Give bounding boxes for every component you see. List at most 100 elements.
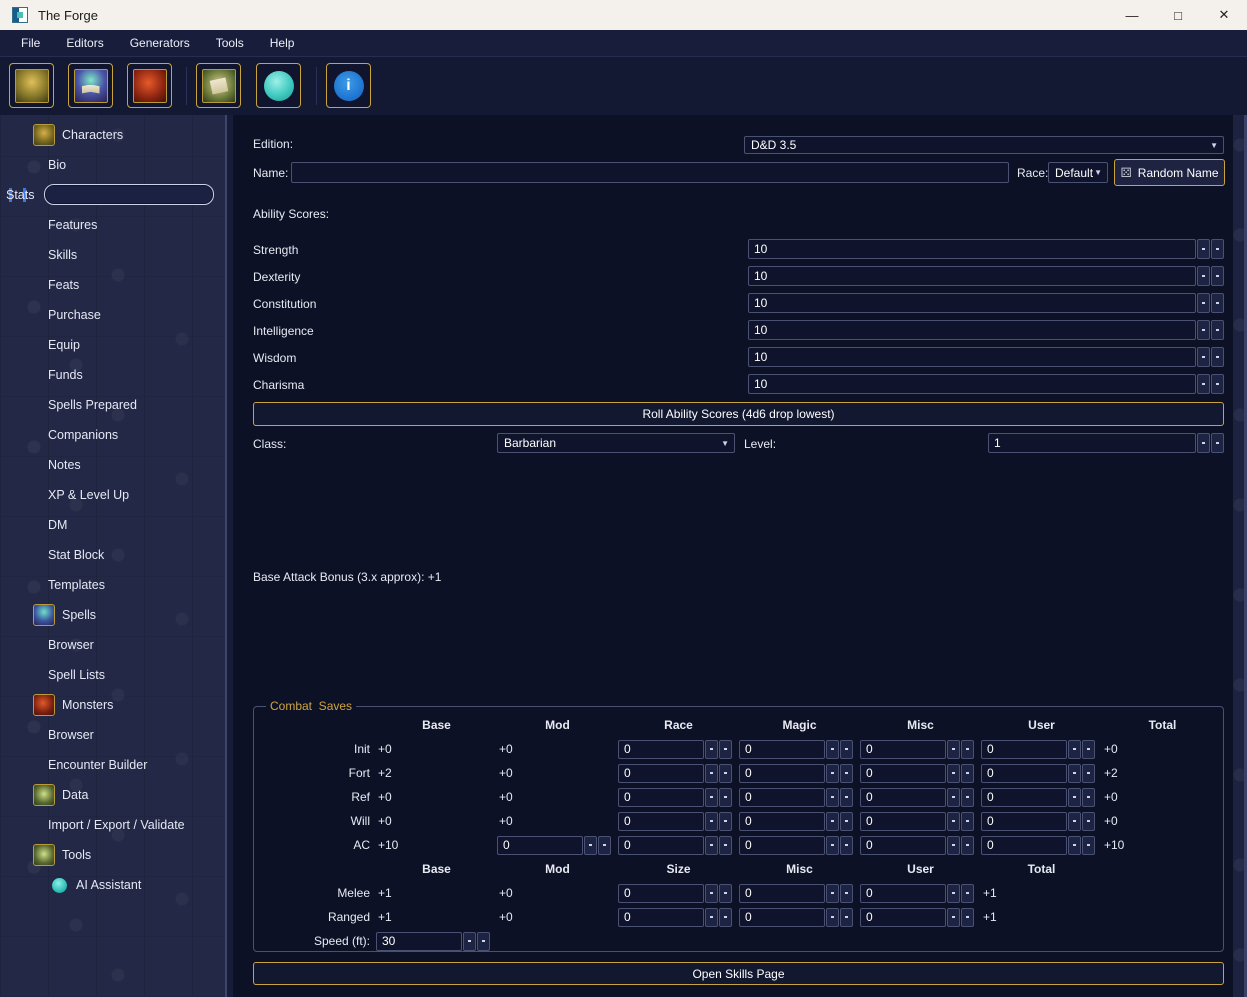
will-misc-spinbox[interactable]: 0 (860, 811, 974, 831)
fort-user-spinbox[interactable]: 0 (981, 763, 1095, 783)
will-race-spinbox[interactable]: 0 (618, 811, 732, 831)
will-race-spinbox-down-button[interactable] (719, 811, 732, 831)
ref-magic-spinbox-down-button[interactable] (840, 787, 853, 807)
sidebar-item-spell-lists[interactable]: Spell Lists (0, 660, 225, 690)
sidebar-item-stat-block[interactable]: Stat Block (0, 540, 225, 570)
dexterity-spinbox-down-button[interactable] (1211, 266, 1224, 286)
sidebar-item-browser[interactable]: Browser (0, 630, 225, 660)
random-name-button[interactable]: ⚄ Random Name (1114, 159, 1225, 186)
charisma-spinbox-down-button[interactable] (1211, 374, 1224, 394)
melee-size-spinbox-down-button[interactable] (719, 883, 732, 903)
will-magic-spinbox-down-button[interactable] (840, 811, 853, 831)
ranged-misc-spinbox-up-button[interactable] (826, 907, 839, 927)
monster-editor-button[interactable] (127, 63, 172, 108)
ref-user-spinbox-value[interactable]: 0 (981, 787, 1067, 807)
menu-tools[interactable]: Tools (215, 36, 244, 50)
init-user-spinbox-up-button[interactable] (1068, 739, 1081, 759)
fort-user-spinbox-value[interactable]: 0 (981, 763, 1067, 783)
strength-spinbox[interactable]: 10 (748, 239, 1224, 259)
ref-misc-spinbox-value[interactable]: 0 (860, 787, 946, 807)
speed-spinbox-value[interactable]: 30 (376, 931, 462, 951)
ranged-size-spinbox-down-button[interactable] (719, 907, 732, 927)
sidebar-item-bio[interactable]: Bio (0, 150, 225, 180)
will-misc-spinbox-down-button[interactable] (961, 811, 974, 831)
sidebar-item-purchase[interactable]: Purchase (0, 300, 225, 330)
init-magic-spinbox[interactable]: 0 (739, 739, 853, 759)
charisma-spinbox-up-button[interactable] (1197, 374, 1210, 394)
sidebar-item-browser[interactable]: Browser (0, 720, 225, 750)
will-magic-spinbox-value[interactable]: 0 (739, 811, 825, 831)
constitution-spinbox-value[interactable]: 10 (748, 293, 1196, 313)
ref-misc-spinbox-down-button[interactable] (961, 787, 974, 807)
level-spinbox[interactable]: 1 (988, 433, 1224, 453)
sidebar-item-data[interactable]: Data (0, 780, 225, 810)
ac-race-spinbox-up-button[interactable] (705, 835, 718, 855)
menu-file[interactable]: File (21, 36, 41, 50)
close-button[interactable]: ✕ (1201, 0, 1247, 30)
ref-user-spinbox[interactable]: 0 (981, 787, 1095, 807)
fort-race-spinbox-down-button[interactable] (719, 763, 732, 783)
ac-user-spinbox-down-button[interactable] (1082, 835, 1095, 855)
fort-magic-spinbox-down-button[interactable] (840, 763, 853, 783)
ref-magic-spinbox-up-button[interactable] (826, 787, 839, 807)
spell-book-button[interactable] (68, 63, 113, 108)
sidebar-item-stats[interactable]: Stats (0, 180, 225, 210)
ac-magic-spinbox-down-button[interactable] (840, 835, 853, 855)
wisdom-spinbox-down-button[interactable] (1211, 347, 1224, 367)
ac-mod-spinbox-up-button[interactable] (584, 835, 597, 855)
intelligence-spinbox-up-button[interactable] (1197, 320, 1210, 340)
menu-editors[interactable]: Editors (66, 36, 104, 50)
class-select[interactable]: Barbarian ▼ (497, 433, 735, 453)
level-value[interactable]: 1 (988, 433, 1196, 453)
charisma-spinbox[interactable]: 10 (748, 374, 1224, 394)
init-race-spinbox-up-button[interactable] (705, 739, 718, 759)
sidebar-item-funds[interactable]: Funds (0, 360, 225, 390)
speed-spinbox-up-button[interactable] (463, 931, 476, 951)
ref-magic-spinbox[interactable]: 0 (739, 787, 853, 807)
init-magic-spinbox-down-button[interactable] (840, 739, 853, 759)
ranged-size-spinbox-up-button[interactable] (705, 907, 718, 927)
info-button[interactable]: i (326, 63, 371, 108)
ac-race-spinbox-value[interactable]: 0 (618, 835, 704, 855)
ac-magic-spinbox[interactable]: 0 (739, 835, 853, 855)
ref-race-spinbox-up-button[interactable] (705, 787, 718, 807)
melee-misc-spinbox-up-button[interactable] (826, 883, 839, 903)
ranged-user-spinbox-up-button[interactable] (947, 907, 960, 927)
ranged-user-spinbox-down-button[interactable] (961, 907, 974, 927)
dexterity-spinbox[interactable]: 10 (748, 266, 1224, 286)
sidebar-item-templates[interactable]: Templates (0, 570, 225, 600)
ref-misc-spinbox[interactable]: 0 (860, 787, 974, 807)
name-input[interactable] (291, 162, 1009, 183)
will-race-spinbox-up-button[interactable] (705, 811, 718, 831)
sidebar-item-equip[interactable]: Equip (0, 330, 225, 360)
melee-misc-spinbox[interactable]: 0 (739, 883, 853, 903)
will-magic-spinbox-up-button[interactable] (826, 811, 839, 831)
sidebar-item-monsters[interactable]: Monsters (0, 690, 225, 720)
ac-magic-spinbox-up-button[interactable] (826, 835, 839, 855)
ac-mod-spinbox-value[interactable]: 0 (497, 835, 583, 855)
ac-user-spinbox-up-button[interactable] (1068, 835, 1081, 855)
speed-spinbox[interactable]: 30 (376, 931, 490, 951)
ref-race-spinbox[interactable]: 0 (618, 787, 732, 807)
menu-help[interactable]: Help (269, 36, 295, 50)
wisdom-spinbox-value[interactable]: 10 (748, 347, 1196, 367)
melee-user-spinbox-down-button[interactable] (961, 883, 974, 903)
melee-size-spinbox[interactable]: 0 (618, 883, 732, 903)
fort-race-spinbox-up-button[interactable] (705, 763, 718, 783)
ac-mod-spinbox[interactable]: 0 (497, 835, 611, 855)
ac-misc-spinbox-down-button[interactable] (961, 835, 974, 855)
init-misc-spinbox-up-button[interactable] (947, 739, 960, 759)
will-user-spinbox-up-button[interactable] (1068, 811, 1081, 831)
ac-mod-spinbox-down-button[interactable] (598, 835, 611, 855)
ac-user-spinbox-value[interactable]: 0 (981, 835, 1067, 855)
ac-misc-spinbox-up-button[interactable] (947, 835, 960, 855)
sidebar-item-xp-level-up[interactable]: XP & Level Up (0, 480, 225, 510)
init-misc-spinbox[interactable]: 0 (860, 739, 974, 759)
intelligence-spinbox-down-button[interactable] (1211, 320, 1224, 340)
fort-magic-spinbox[interactable]: 0 (739, 763, 853, 783)
ac-race-spinbox[interactable]: 0 (618, 835, 732, 855)
dexterity-spinbox-up-button[interactable] (1197, 266, 1210, 286)
sidebar-item-features[interactable]: Features (0, 210, 225, 240)
charisma-spinbox-value[interactable]: 10 (748, 374, 1196, 394)
menu-generators[interactable]: Generators (129, 36, 190, 50)
